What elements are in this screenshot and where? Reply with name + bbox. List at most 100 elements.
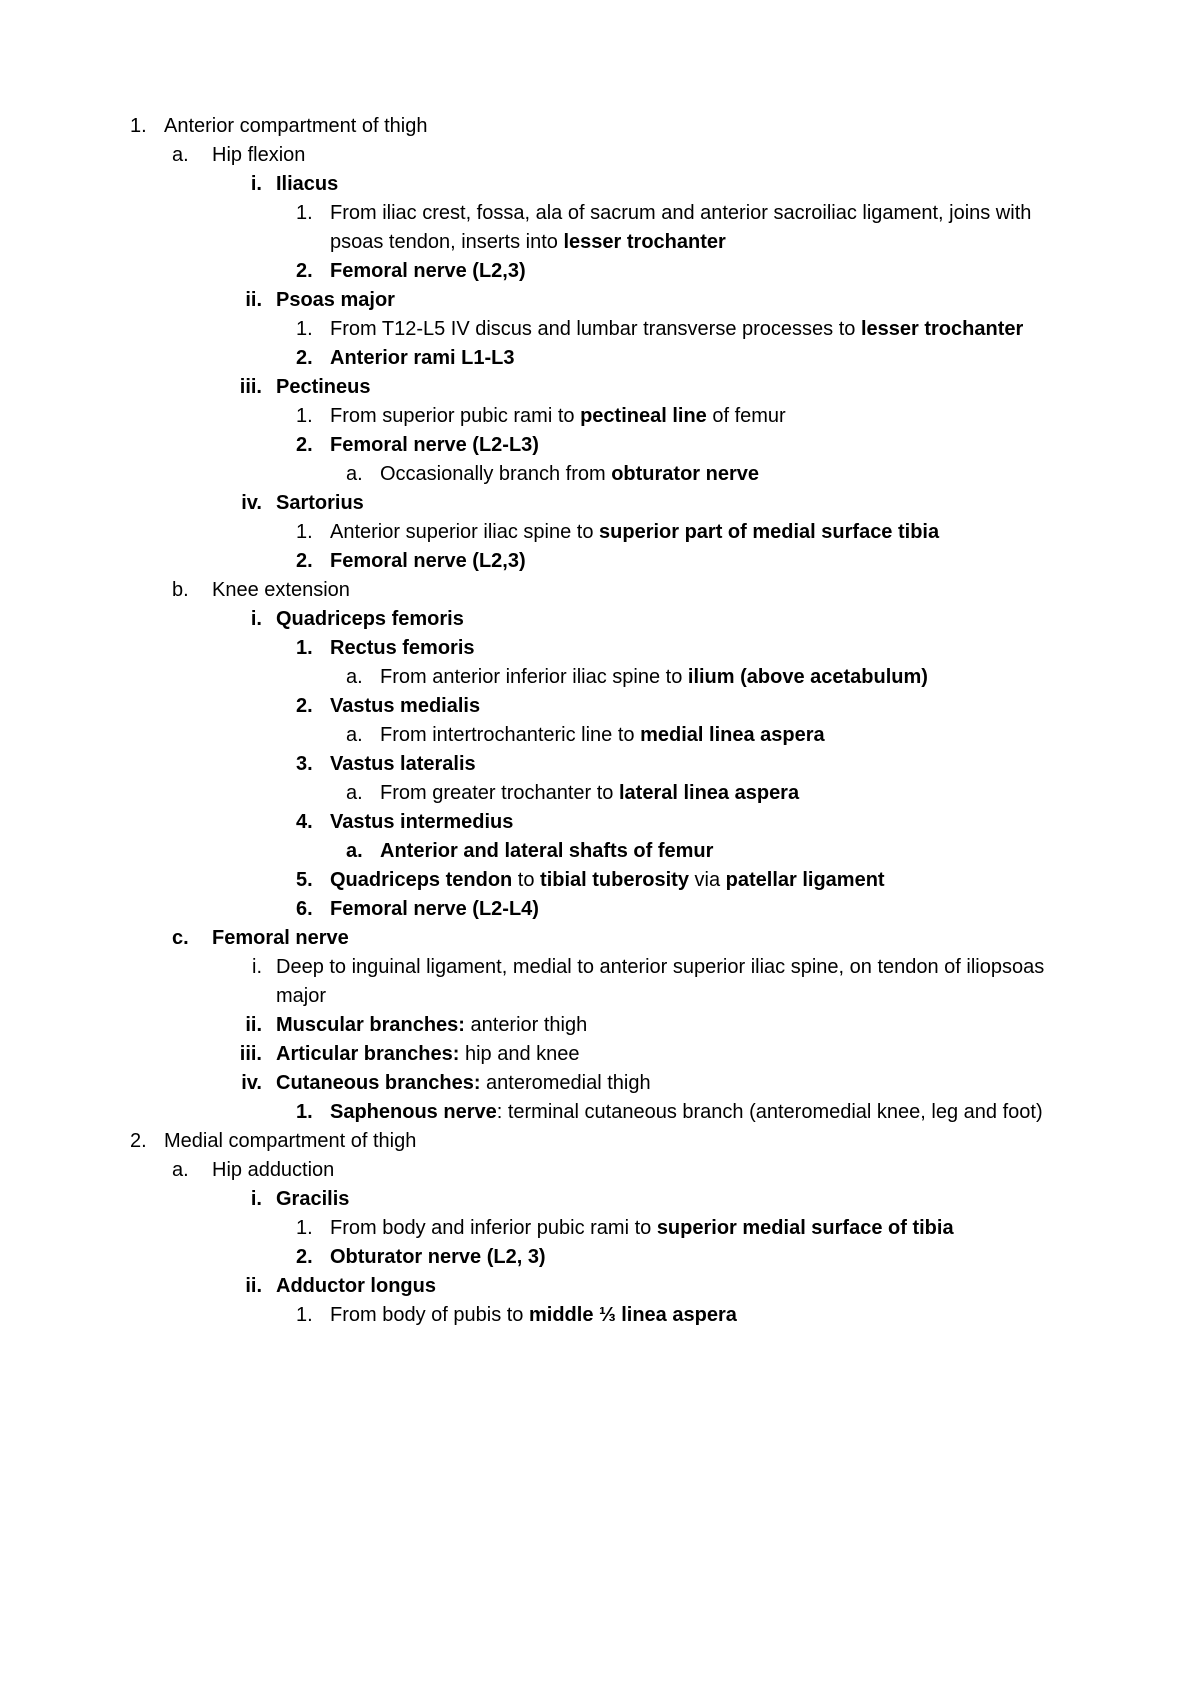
- list-item-text: Hip adduction: [212, 1159, 334, 1181]
- document-page: 1.Anterior compartment of thigha.Hip fle…: [0, 0, 1200, 1698]
- list-level-2: i.Deep to inguinal ligament, medial to a…: [212, 953, 1070, 1127]
- text-run: lateral linea aspera: [619, 782, 799, 804]
- list-item-text: Cutaneous branches: anteromedial thigh: [276, 1072, 651, 1094]
- text-run: anteromedial thigh: [480, 1072, 650, 1094]
- list-level-4: a.From anterior inferior iliac spine to …: [330, 663, 1070, 692]
- text-run: From body and inferior pubic rami to: [330, 1217, 657, 1239]
- list-item-text: Femoral nerve (L2-L3): [330, 434, 539, 456]
- list-marker: b.: [172, 576, 212, 605]
- text-run: Cutaneous branches:: [276, 1072, 480, 1094]
- list-item: 1.Saphenous nerve: terminal cutaneous br…: [330, 1098, 1070, 1127]
- text-run: Muscular branches:: [276, 1014, 465, 1036]
- text-run: Articular branches:: [276, 1043, 459, 1065]
- list-item: a.From intertrochanteric line to medial …: [380, 721, 1070, 750]
- list-marker: 1.: [296, 634, 330, 663]
- list-marker: 1.: [296, 315, 330, 344]
- text-run: Vastus lateralis: [330, 753, 476, 775]
- list-item: 2.Vastus medialis: [330, 692, 1070, 721]
- list-item: a.Anterior and lateral shafts of femur: [380, 837, 1070, 866]
- list-marker: 6.: [296, 895, 330, 924]
- list-item: 1.From iliac crest, fossa, ala of sacrum…: [330, 199, 1070, 257]
- list-item: 1.Anterior compartment of thigh: [164, 112, 1070, 141]
- text-run: patellar ligament: [726, 869, 885, 891]
- text-run: Vastus medialis: [330, 695, 480, 717]
- list-item: iv.Cutaneous branches: anteromedial thig…: [276, 1069, 1070, 1098]
- list-level-4: a.Occasionally branch from obturator ner…: [330, 460, 1070, 489]
- list-marker: 3.: [296, 750, 330, 779]
- list-marker: a.: [346, 460, 380, 489]
- list-item: i.Quadriceps femoris: [276, 605, 1070, 634]
- list-item: 6.Femoral nerve (L2-L4): [330, 895, 1070, 924]
- list-item-text: Rectus femoris: [330, 637, 475, 659]
- list-level-3: 1.Rectus femorisa.From anterior inferior…: [276, 634, 1070, 924]
- list-marker: 2.: [296, 257, 330, 286]
- list-marker: 2.: [296, 431, 330, 460]
- list-item-text: Femoral nerve (L2-L4): [330, 898, 539, 920]
- text-run: : terminal cutaneous branch (anteromedia…: [497, 1101, 1043, 1123]
- list-level-4: a.Anterior and lateral shafts of femur: [330, 837, 1070, 866]
- text-run: lesser trochanter: [563, 231, 725, 253]
- list-item: 2.Anterior rami L1-L3: [330, 344, 1070, 373]
- text-run: to: [512, 869, 540, 891]
- list-marker: 1.: [130, 112, 164, 141]
- list-marker: 2.: [296, 1243, 330, 1272]
- list-marker: a.: [172, 1156, 212, 1185]
- list-item-text: Psoas major: [276, 289, 395, 311]
- list-marker: 2.: [296, 344, 330, 373]
- list-marker: i.: [224, 953, 276, 982]
- list-level-1: a.Hip flexioni.Iliacus1.From iliac crest…: [164, 141, 1070, 1127]
- text-run: via: [689, 869, 726, 891]
- list-marker: iii.: [224, 1040, 276, 1069]
- list-item: 1.From body of pubis to middle ⅓ linea a…: [330, 1301, 1070, 1330]
- list-level-3: 1.From iliac crest, fossa, ala of sacrum…: [276, 199, 1070, 286]
- list-item-text: From iliac crest, fossa, ala of sacrum a…: [330, 202, 1031, 253]
- list-item-text: Anterior compartment of thigh: [164, 115, 427, 137]
- list-item-text: Vastus lateralis: [330, 753, 476, 775]
- text-run: Rectus femoris: [330, 637, 475, 659]
- list-item: 1.From T12-L5 IV discus and lumbar trans…: [330, 315, 1070, 344]
- text-run: ilium (above acetabulum): [688, 666, 928, 688]
- list-item: a.From greater trochanter to lateral lin…: [380, 779, 1070, 808]
- list-level-3: 1.From body and inferior pubic rami to s…: [276, 1214, 1070, 1272]
- list-level-4: a.From greater trochanter to lateral lin…: [330, 779, 1070, 808]
- list-level-0: 1.Anterior compartment of thigha.Hip fle…: [130, 112, 1070, 1330]
- list-marker: 2.: [296, 547, 330, 576]
- list-marker: iii.: [224, 373, 276, 402]
- list-level-4: a.From intertrochanteric line to medial …: [330, 721, 1070, 750]
- list-item: ii.Psoas major: [276, 286, 1070, 315]
- list-item: 2.Femoral nerve (L2,3): [330, 257, 1070, 286]
- list-item: iv.Sartorius: [276, 489, 1070, 518]
- list-item-text: Occasionally branch from obturator nerve: [380, 463, 759, 485]
- list-item: a.Hip adduction: [212, 1156, 1070, 1185]
- list-marker: ii.: [224, 1011, 276, 1040]
- list-item: 1.From body and inferior pubic rami to s…: [330, 1214, 1070, 1243]
- text-run: lesser trochanter: [861, 318, 1023, 340]
- list-level-3: 1.Saphenous nerve: terminal cutaneous br…: [276, 1098, 1070, 1127]
- list-marker: i.: [224, 170, 276, 199]
- list-item-text: Muscular branches: anterior thigh: [276, 1014, 587, 1036]
- text-run: Occasionally branch from: [380, 463, 611, 485]
- list-item: i.Gracilis: [276, 1185, 1070, 1214]
- text-run: Femoral nerve (L2-L3): [330, 434, 539, 456]
- text-run: From anterior inferior iliac spine to: [380, 666, 688, 688]
- list-item-text: Anterior and lateral shafts of femur: [380, 840, 713, 862]
- list-marker: a.: [172, 141, 212, 170]
- list-item: a.Occasionally branch from obturator ner…: [380, 460, 1070, 489]
- list-item-text: Femoral nerve: [212, 927, 349, 949]
- text-run: anterior thigh: [465, 1014, 587, 1036]
- list-marker: 1.: [296, 1214, 330, 1243]
- list-marker: a.: [346, 663, 380, 692]
- list-item: a.Hip flexion: [212, 141, 1070, 170]
- list-item-text: Femoral nerve (L2,3): [330, 260, 526, 282]
- list-item-text: Medial compartment of thigh: [164, 1130, 416, 1152]
- list-item-text: Quadriceps femoris: [276, 608, 464, 630]
- text-run: Femoral nerve (L2,3): [330, 260, 526, 282]
- list-item-text: From anterior inferior iliac spine to il…: [380, 666, 928, 688]
- list-item: i.Deep to inguinal ligament, medial to a…: [276, 953, 1070, 1011]
- list-marker: i.: [224, 1185, 276, 1214]
- list-marker: 1.: [296, 402, 330, 431]
- list-marker: a.: [346, 779, 380, 808]
- list-item: iii.Pectineus: [276, 373, 1070, 402]
- list-item: 1.Anterior superior iliac spine to super…: [330, 518, 1070, 547]
- list-item: 1.From superior pubic rami to pectineal …: [330, 402, 1070, 431]
